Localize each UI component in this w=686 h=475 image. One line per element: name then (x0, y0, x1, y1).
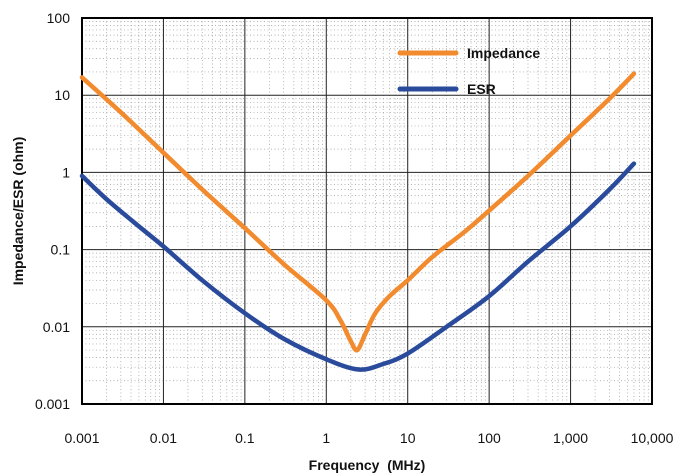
legend-label-esr: ESR (467, 81, 496, 97)
plot-background (82, 18, 652, 404)
legend-label-impedance: Impedance (467, 45, 540, 61)
minor-grid (82, 18, 652, 404)
x-tick-label: 1 (322, 430, 330, 446)
y-axis-title: Impedance/ESR (ohm) (10, 137, 26, 286)
x-tick-label: 1,000 (553, 430, 588, 446)
series-layer (79, 71, 637, 372)
x-tick-label: 100 (477, 430, 501, 446)
y-tick-label: 0.01 (43, 319, 70, 335)
x-tick-label: 0.01 (150, 430, 177, 446)
x-tick-label: 0.001 (64, 430, 99, 446)
x-axis-title: Frequency (MHz) (309, 457, 426, 473)
x-tick-label: 10 (400, 430, 416, 446)
x-tick-label: 0.1 (235, 430, 255, 446)
x-tick-label: 10,000 (631, 430, 674, 446)
y-tick-label: 1 (62, 164, 70, 180)
series-line-impedance (79, 71, 637, 353)
series-line-esr (79, 161, 637, 372)
plot-frame (81, 17, 653, 405)
y-tick-label: 0.1 (51, 242, 71, 258)
tick-labels: 0.001 0.01 0.1 1 10 100 1,000 10,000 100 10 1 0.1 0.… (35, 10, 674, 446)
y-tick-label: 100 (47, 10, 71, 26)
legend: Impedance ESR (397, 45, 540, 97)
major-grid (82, 18, 652, 404)
y-tick-label: 10 (54, 87, 70, 103)
y-tick-label: 0.001 (35, 396, 70, 412)
